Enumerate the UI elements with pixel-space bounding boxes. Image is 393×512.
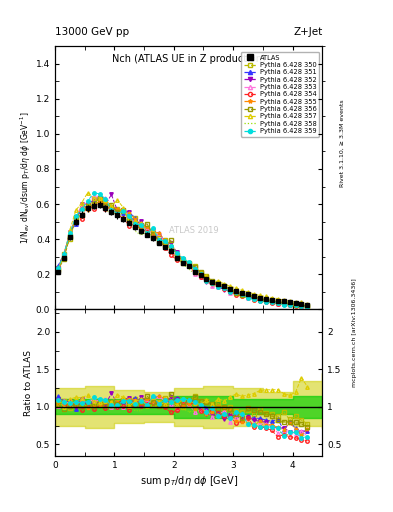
Text: mcplots.cern.ch [arXiv:1306.3436]: mcplots.cern.ch [arXiv:1306.3436] (352, 279, 357, 387)
Text: 13000 GeV pp: 13000 GeV pp (55, 27, 129, 37)
Text: Z+Jet: Z+Jet (293, 27, 322, 37)
Legend: ATLAS, Pythia 6.428 350, Pythia 6.428 351, Pythia 6.428 352, Pythia 6.428 353, P: ATLAS, Pythia 6.428 350, Pythia 6.428 35… (241, 52, 319, 137)
Y-axis label: Ratio to ATLAS: Ratio to ATLAS (24, 350, 33, 416)
Text: Nch (ATLAS UE in Z production): Nch (ATLAS UE in Z production) (112, 54, 266, 64)
Y-axis label: 1/N$_{ev}$ dN$_{ev}$/dsum p$_T$/d$\eta$ d$\phi$ [GeV$^{-1}$]: 1/N$_{ev}$ dN$_{ev}$/dsum p$_T$/d$\eta$ … (18, 112, 33, 244)
Text: ATLAS 2019: ATLAS 2019 (169, 226, 219, 235)
Text: Rivet 3.1.10, ≥ 3.3M events: Rivet 3.1.10, ≥ 3.3M events (340, 99, 345, 187)
X-axis label: sum p$_T$/d$\eta$ d$\phi$ [GeV]: sum p$_T$/d$\eta$ d$\phi$ [GeV] (140, 474, 238, 488)
